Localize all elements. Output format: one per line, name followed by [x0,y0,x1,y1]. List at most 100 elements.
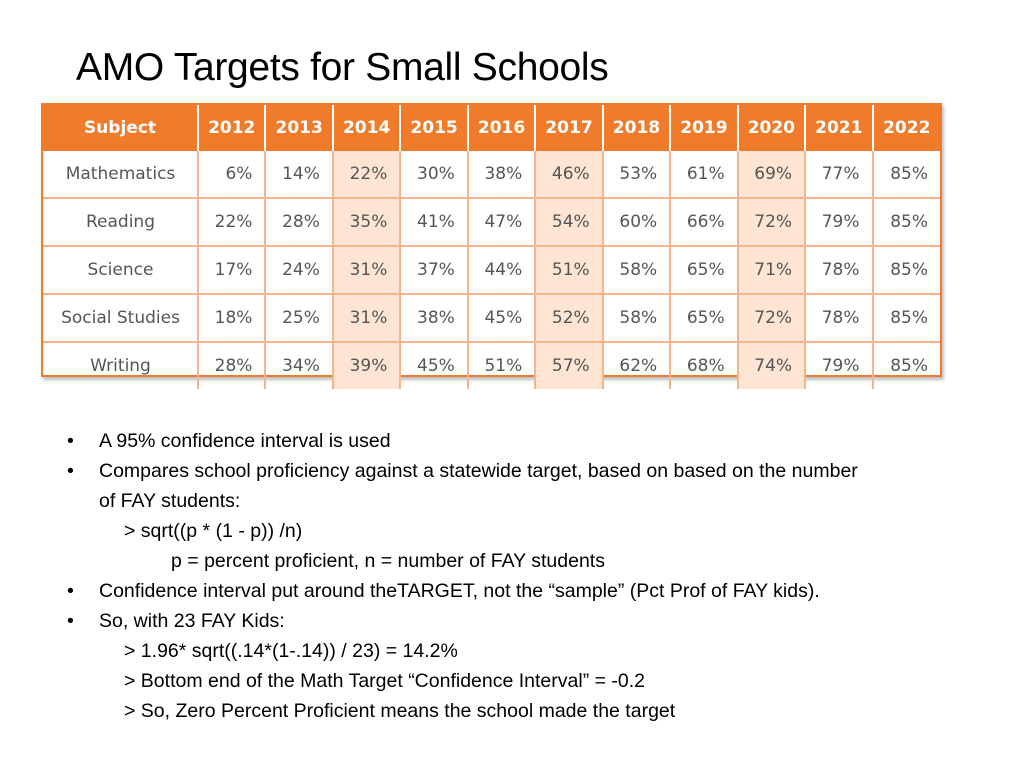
table-row: Reading 22% 28% 35% 41% 47% 54% 60% 66% 72% 79% 85% [43,198,940,247]
column-header-year: 2013 [265,105,334,151]
target-cell: 57% [535,342,604,389]
subject-cell: Reading [43,198,199,247]
column-header-subject: Subject [43,105,199,151]
target-cell: 85% [872,294,940,343]
note-text: A 95% confidence interval is used [99,430,391,452]
column-header-year: 2014 [332,105,402,151]
table-row: Social Studies 18% 25% 31% 38% 45% 52% 58% 65% 72… [43,294,940,343]
target-cell: 35% [332,198,402,247]
target-cell: 85% [872,246,940,295]
note-text: So, with 23 FAY Kids: [99,610,285,632]
target-cell: 30% [400,151,469,199]
target-cell: 78% [805,294,874,343]
target-cell: 44% [467,246,537,295]
target-cell: 25% [265,294,334,343]
target-cell: 28% [265,198,334,247]
calc-line: > So, Zero Percent Proficient means the … [124,700,676,722]
target-cell: 85% [872,198,940,247]
bullet-icon: • [67,460,74,482]
target-cell: 54% [535,198,604,247]
target-cell: 79% [805,198,874,247]
target-cell: 65% [670,294,739,343]
note-text: of FAY students: [99,490,241,512]
target-cell: 52% [535,294,604,343]
target-cell: 77% [805,151,874,199]
formula-line: > sqrt((p * (1 - p)) /n) [124,520,303,542]
target-cell: 22% [332,151,402,199]
target-cell: 45% [467,294,537,343]
target-cell: 65% [670,246,739,295]
target-cell: 66% [670,198,739,247]
list-item: • A 95% confidence interval is used [64,426,1014,456]
note-text: Compares school proficiency against a st… [99,460,858,482]
target-cell: 72% [737,294,807,343]
bullet-icon: • [67,610,74,632]
list-item: • Confidence interval put around theTARG… [64,576,1014,606]
target-cell: 31% [332,294,402,343]
target-cell: 61% [670,151,739,199]
table-row: Mathematics 6% 14% 22% 30% 38% 46% 53% 61% 69% 77%… [43,151,940,199]
column-header-year: 2017 [535,105,604,151]
target-cell: 53% [602,151,672,199]
target-cell: 58% [602,294,672,343]
target-cell: 41% [400,198,469,247]
note-text: Confidence interval put around theTARGET… [99,580,820,602]
target-cell: 6% [198,151,267,199]
column-header-year: 2018 [602,105,672,151]
target-cell: 51% [535,246,604,295]
target-cell: 22% [198,198,267,247]
target-cell: 45% [400,342,469,389]
target-cell: 18% [198,294,267,343]
target-cell: 85% [890,356,928,376]
table-header-row: Subject 2012 2013 2014 2015 2016 2017 2018 2019 2… [43,105,940,151]
column-header-year: 2021 [805,105,874,151]
target-cell: 78% [805,246,874,295]
target-cell: 37% [400,246,469,295]
target-cell: 51% [467,342,537,389]
target-cell: 38% [467,151,537,199]
subject-cell: Mathematics [43,151,199,199]
column-header-year: 2020 [737,105,807,151]
calc-line: > 1.96* sqrt((.14*(1-.14)) / 23) = 14.2% [124,640,458,662]
amo-targets-table: Subject 2012 2013 2014 2015 2016 2017 2018 2019 2… [43,105,940,389]
subject-cell: Writing [43,342,199,389]
target-cell: 24% [265,246,334,295]
target-cell: 58% [602,246,672,295]
target-cell: 71% [737,246,807,295]
column-header-year: 2016 [467,105,537,151]
calc-line: > Bottom end of the Math Target “Confide… [124,670,646,692]
target-cell: 47% [467,198,537,247]
table-body: Mathematics 6% 14% 22% 30% 38% 46% 53% 61% 69% 77%… [43,151,940,389]
subject-cell: Science [43,246,199,295]
list-item: • So, with 23 FAY Kids: [64,606,1014,636]
target-cell: 34% [265,342,334,389]
bullet-icon: • [67,430,74,452]
table-row: Science 17% 24% 31% 37% 44% 51% 58% 65% 71% 78% 85% [43,246,940,295]
amo-table-container: Subject 2012 2013 2014 2015 2016 2017 2018 2019 2… [41,103,942,389]
target-cell: 38% [400,294,469,343]
column-header-year: 2015 [400,105,469,151]
target-cell: 79% [805,342,874,389]
target-cell: 85% [872,151,940,199]
column-header-year: 2022 [872,105,940,151]
target-cell: 39% [332,342,402,389]
formula-legend: p = percent proficient, n = number of FA… [171,550,605,572]
slide-title: AMO Targets for Small Schools [76,46,609,89]
target-cell: 17% [198,246,267,295]
target-cell: 46% [535,151,604,199]
subject-cell: Social Studies [43,294,199,343]
notes-list: • A 95% confidence interval is used • Co… [64,426,1014,726]
target-cell: 74% [737,342,807,389]
target-cell: 60% [602,198,672,247]
target-cell: 62% [602,342,672,389]
target-cell: 68% [670,342,739,389]
target-cell: 72% [737,198,807,247]
bullet-icon: • [67,580,74,602]
target-cell: 28% [198,342,267,389]
target-cell: 31% [332,246,402,295]
target-cell: 69% [737,151,807,199]
target-cell: 14% [265,151,334,199]
list-item: • Compares school proficiency against a … [64,456,1014,516]
column-header-year: 2012 [198,105,267,151]
column-header-year: 2019 [670,105,739,151]
